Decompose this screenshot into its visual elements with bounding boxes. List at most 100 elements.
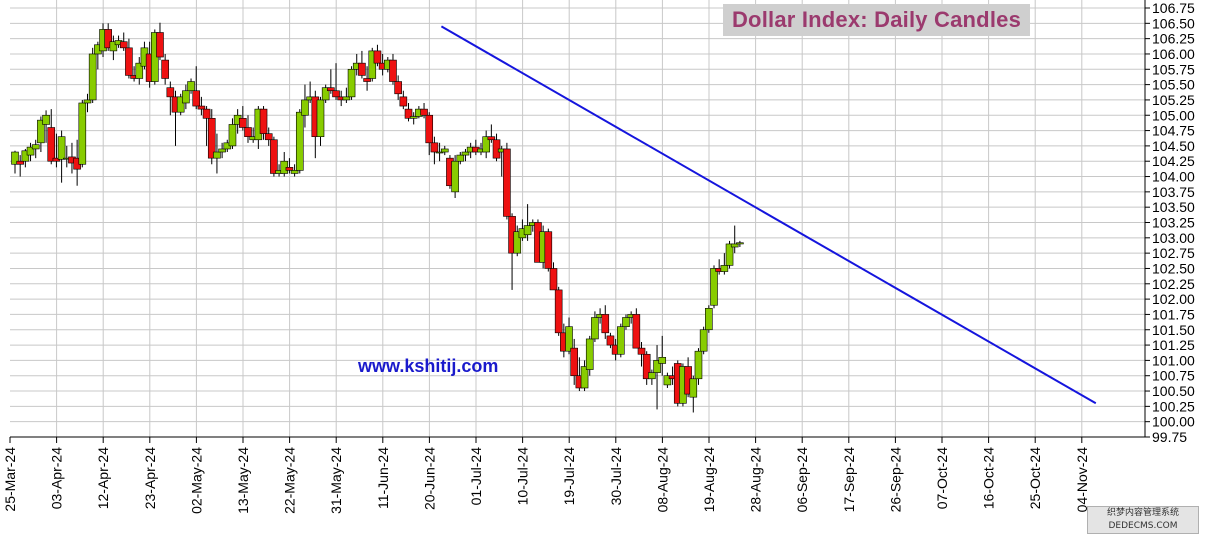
candle-bullish bbox=[648, 372, 656, 380]
candle-bullish bbox=[663, 375, 672, 386]
y-tick-label: 104.00 bbox=[1152, 169, 1195, 185]
candle-bullish bbox=[21, 150, 30, 162]
candle-bearish bbox=[332, 90, 340, 98]
candle-bullish bbox=[591, 317, 599, 340]
candle-bullish bbox=[26, 146, 35, 156]
y-tick-label: 101.00 bbox=[1152, 352, 1195, 368]
candle-bullish bbox=[705, 307, 713, 331]
candle-bullish bbox=[694, 350, 703, 380]
candle-bearish bbox=[47, 127, 56, 162]
x-tick-label: 19-Jul-24 bbox=[561, 447, 577, 506]
candle-bearish bbox=[270, 139, 278, 174]
x-tick-label: 08-Aug-24 bbox=[654, 447, 670, 513]
candle-bearish bbox=[16, 160, 24, 165]
candle-bullish bbox=[301, 99, 309, 116]
candle-bullish bbox=[342, 96, 351, 101]
chart-title: Dollar Index: Daily Candles bbox=[723, 4, 1030, 36]
candle-bearish bbox=[156, 32, 164, 58]
x-tick-label: 25-Oct-24 bbox=[1027, 447, 1043, 509]
x-tick-label: 07-Oct-24 bbox=[934, 447, 950, 509]
candle-bullish bbox=[31, 144, 40, 150]
candle-bearish bbox=[430, 142, 439, 153]
corner-watermark-line2: DEDECMS.COM bbox=[1108, 521, 1178, 531]
x-tick-label: 16-Oct-24 bbox=[981, 447, 997, 509]
candle-bullish bbox=[461, 151, 470, 156]
y-tick-label: 106.50 bbox=[1152, 15, 1195, 31]
y-tick-label: 105.75 bbox=[1152, 61, 1195, 77]
candle-bullish bbox=[368, 50, 377, 79]
candle-bullish bbox=[720, 265, 729, 272]
x-tick-label: 11-Jun-24 bbox=[375, 447, 391, 509]
x-tick-label: 20-Jun-24 bbox=[421, 447, 437, 510]
x-tick-label: 28-Aug-24 bbox=[748, 447, 764, 513]
candle-bearish bbox=[544, 231, 553, 269]
x-tick-label: 26-Sep-24 bbox=[887, 447, 903, 513]
y-tick-label: 103.25 bbox=[1152, 215, 1195, 231]
trend-line bbox=[440, 25, 1097, 405]
y-tick-label: 104.25 bbox=[1152, 153, 1195, 169]
x-tick-label: 04-Nov-24 bbox=[1074, 447, 1090, 513]
candle-bearish bbox=[52, 157, 61, 162]
y-tick-label: 100.75 bbox=[1152, 368, 1195, 384]
candle-bullish bbox=[585, 338, 594, 370]
x-tick-label: 01-Jul-24 bbox=[468, 447, 484, 506]
candle-bullish bbox=[347, 68, 356, 98]
x-tick-label: 22-May-24 bbox=[282, 447, 298, 514]
candle-bearish bbox=[487, 136, 496, 141]
corner-watermark-line1: 织梦内容管理系统 bbox=[1106, 508, 1179, 518]
candle-bearish bbox=[239, 118, 247, 128]
candle-bearish bbox=[637, 347, 646, 355]
y-tick-label: 102.25 bbox=[1152, 276, 1195, 292]
candle-bullish bbox=[699, 329, 708, 352]
y-tick-label: 105.50 bbox=[1152, 77, 1195, 93]
candle-bearish bbox=[202, 108, 211, 119]
y-tick-label: 101.50 bbox=[1152, 322, 1195, 338]
candle-bullish bbox=[435, 151, 444, 154]
candle-bearish bbox=[606, 335, 615, 346]
y-tick-label: 106.75 bbox=[1152, 0, 1195, 16]
candle-bullish bbox=[710, 268, 718, 306]
x-tick-label: 03-Apr-24 bbox=[49, 447, 65, 509]
x-tick-label: 06-Sep-24 bbox=[794, 447, 810, 513]
candle-bullish bbox=[725, 243, 734, 266]
candle-bullish bbox=[580, 366, 589, 389]
candle-bullish bbox=[213, 151, 221, 159]
x-tick-label: 12-Apr-24 bbox=[95, 447, 111, 509]
y-tick-label: 102.00 bbox=[1152, 291, 1195, 307]
candle-bearish bbox=[192, 90, 201, 107]
candle-bearish bbox=[642, 353, 651, 380]
y-tick-label: 106.25 bbox=[1152, 31, 1195, 47]
candle-bullish bbox=[451, 160, 459, 193]
candle-bearish bbox=[389, 59, 397, 82]
candle-bullish bbox=[321, 87, 330, 101]
x-tick-label: 31-May-24 bbox=[328, 447, 344, 514]
y-tick-label: 105.25 bbox=[1152, 92, 1195, 108]
candle-bearish bbox=[264, 133, 273, 141]
candle-bullish bbox=[42, 114, 50, 125]
candle-bullish bbox=[658, 357, 667, 364]
candle-bearish bbox=[554, 289, 563, 334]
candle-bearish bbox=[166, 87, 175, 98]
x-tick-label: 25-Mar-24 bbox=[2, 447, 18, 512]
candle-bullish bbox=[565, 326, 573, 352]
y-tick-label: 101.75 bbox=[1152, 306, 1195, 322]
candle-bearish bbox=[425, 114, 434, 144]
y-tick-label: 100.00 bbox=[1152, 414, 1195, 430]
candle-bullish bbox=[11, 151, 19, 165]
candle-bearish bbox=[104, 29, 112, 49]
candle-bearish bbox=[197, 105, 206, 110]
candle-bearish bbox=[207, 118, 216, 159]
candle-bearish bbox=[404, 108, 413, 119]
y-tick-label: 106.00 bbox=[1152, 46, 1195, 62]
candle-bearish bbox=[119, 41, 128, 49]
candle-bearish bbox=[259, 108, 268, 134]
candle-bullish bbox=[653, 360, 661, 373]
x-tick-label: 19-Aug-24 bbox=[701, 447, 717, 513]
candle-bearish bbox=[285, 167, 294, 171]
corner-watermark-badge: 织梦内容管理系统 DEDECMS.COM bbox=[1087, 506, 1199, 534]
candle-bearish bbox=[632, 314, 641, 349]
candle-bearish bbox=[244, 127, 252, 137]
y-tick-label: 101.25 bbox=[1152, 337, 1195, 353]
y-tick-label: 103.75 bbox=[1152, 184, 1195, 200]
